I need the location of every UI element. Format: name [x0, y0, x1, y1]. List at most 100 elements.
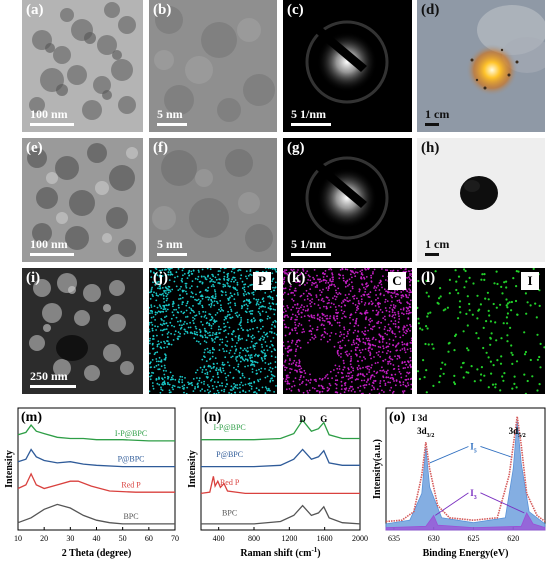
eds-dot	[250, 335, 253, 338]
eds-dot	[313, 278, 315, 281]
eds-dot	[216, 312, 219, 314]
eds-dot	[177, 386, 179, 388]
eds-dot	[339, 335, 341, 338]
eds-dot	[149, 361, 152, 364]
eds-dot	[318, 384, 320, 387]
eds-dot	[190, 295, 192, 298]
eds-dot	[386, 329, 389, 332]
eds-dot	[364, 288, 367, 290]
eds-dot	[204, 330, 207, 333]
eds-dot	[464, 269, 467, 273]
eds-dot	[396, 355, 399, 357]
eds-dot	[156, 274, 159, 277]
eds-dot	[496, 359, 499, 362]
eds-dot	[255, 392, 258, 394]
eds-dot	[262, 338, 265, 341]
eds-dot	[296, 339, 299, 342]
panel-l-element-badge: I	[521, 272, 539, 290]
eds-dot	[218, 344, 221, 346]
eds-dot	[251, 292, 253, 294]
eds-dot	[201, 306, 204, 309]
eds-dot	[343, 310, 346, 313]
eds-dot	[529, 358, 532, 362]
eds-dot	[340, 333, 343, 336]
eds-dot	[342, 312, 344, 315]
eds-dot	[300, 311, 303, 314]
eds-dot	[331, 272, 333, 275]
eds-dot	[366, 311, 369, 314]
eds-dot	[167, 291, 170, 294]
eds-dot	[346, 354, 349, 357]
eds-dot	[175, 308, 177, 311]
eds-dot	[439, 375, 442, 378]
eds-dot	[248, 300, 251, 303]
eds-dot	[336, 351, 339, 354]
eds-dot	[367, 303, 370, 305]
eds-dot	[377, 303, 380, 306]
eds-dot	[334, 298, 337, 301]
eds-dot	[261, 359, 264, 362]
eds-dot	[384, 269, 387, 271]
eds-dot	[187, 326, 190, 329]
eds-dot	[307, 379, 310, 382]
eds-dot	[385, 376, 388, 379]
eds-dot	[345, 282, 347, 285]
eds-dot	[226, 383, 228, 385]
eds-dot	[255, 361, 257, 363]
eds-dot	[188, 274, 191, 277]
eds-dot	[242, 389, 244, 392]
eds-dot	[254, 319, 256, 321]
eds-dot	[460, 366, 463, 369]
eds-dot	[386, 333, 388, 336]
x-axis-label-sup: -1	[311, 546, 317, 554]
eds-dot	[149, 339, 151, 342]
eds-dot	[269, 330, 271, 333]
eds-dot	[156, 306, 159, 309]
eds-dot	[156, 325, 159, 328]
eds-dot	[254, 353, 257, 356]
eds-dot	[272, 321, 275, 324]
eds-dot	[375, 294, 377, 296]
eds-dot	[526, 301, 529, 304]
eds-dot	[341, 339, 344, 342]
x-tick-label: 800	[248, 534, 260, 543]
eds-dot	[371, 319, 373, 322]
eds-dot	[325, 287, 328, 289]
eds-dot	[377, 301, 380, 304]
panel-k-element-badge: C	[388, 272, 406, 290]
eds-dot	[326, 390, 329, 392]
eds-dot	[349, 273, 352, 276]
eds-dot	[383, 288, 386, 291]
eds-dot	[294, 363, 297, 366]
eds-dot	[237, 336, 240, 339]
eds-dot	[191, 384, 194, 387]
eds-dot	[223, 326, 226, 328]
eds-dot	[389, 270, 392, 272]
eds-dot	[475, 332, 478, 335]
eds-dot	[302, 328, 305, 331]
eds-dot	[209, 357, 212, 360]
eds-dot	[291, 298, 293, 301]
eds-dot	[260, 343, 263, 346]
eds-dot	[222, 309, 225, 312]
eds-dot	[273, 313, 276, 316]
eds-dot	[470, 365, 473, 368]
eds-dot	[379, 293, 382, 296]
eds-dot	[329, 306, 332, 308]
eds-dot	[275, 303, 277, 306]
eds-dot	[177, 335, 180, 338]
eds-dot	[238, 323, 241, 326]
eds-dot	[211, 301, 214, 303]
eds-dot	[253, 348, 256, 350]
eds-dot	[270, 331, 273, 333]
eds-dot	[352, 295, 354, 298]
eds-dot	[251, 368, 254, 370]
eds-dot	[389, 362, 392, 365]
eds-dot	[288, 376, 290, 379]
eds-dot	[167, 381, 169, 384]
eds-dot	[384, 307, 387, 309]
eds-dot	[248, 310, 251, 313]
eds-dot	[161, 389, 164, 392]
eds-dot	[236, 283, 239, 286]
eds-dot	[390, 358, 392, 360]
